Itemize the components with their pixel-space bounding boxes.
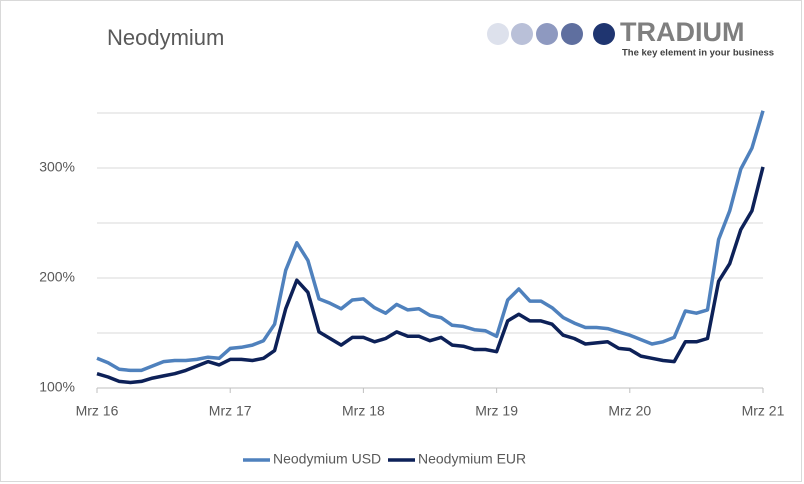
logo-dot	[511, 23, 533, 45]
x-tick-label: Mrz 19	[475, 403, 518, 419]
y-tick-label: 100%	[39, 379, 75, 395]
chart-title: Neodymium	[107, 25, 224, 50]
logo-dot	[561, 23, 583, 45]
x-tick-label: Mrz 21	[742, 403, 785, 419]
y-tick-label: 300%	[39, 159, 75, 175]
legend-label: Neodymium EUR	[418, 451, 526, 467]
logo: TRADIUM The key element in your business	[487, 17, 774, 59]
y-tick-label: 200%	[39, 269, 75, 285]
x-tick-label: Mrz 18	[342, 403, 385, 419]
logo-tagline: The key element in your business	[622, 48, 774, 59]
x-tick-label: Mrz 16	[76, 403, 119, 419]
logo-name: TRADIUM	[620, 17, 744, 47]
series-line	[96, 166, 765, 385]
series-line	[96, 110, 765, 373]
logo-dot	[593, 23, 615, 45]
logo-dot	[487, 23, 509, 45]
logo-dot	[536, 23, 558, 45]
x-tick-label: Mrz 17	[209, 403, 252, 419]
x-tick-label: Mrz 20	[608, 403, 651, 419]
legend-label: Neodymium USD	[273, 451, 381, 467]
